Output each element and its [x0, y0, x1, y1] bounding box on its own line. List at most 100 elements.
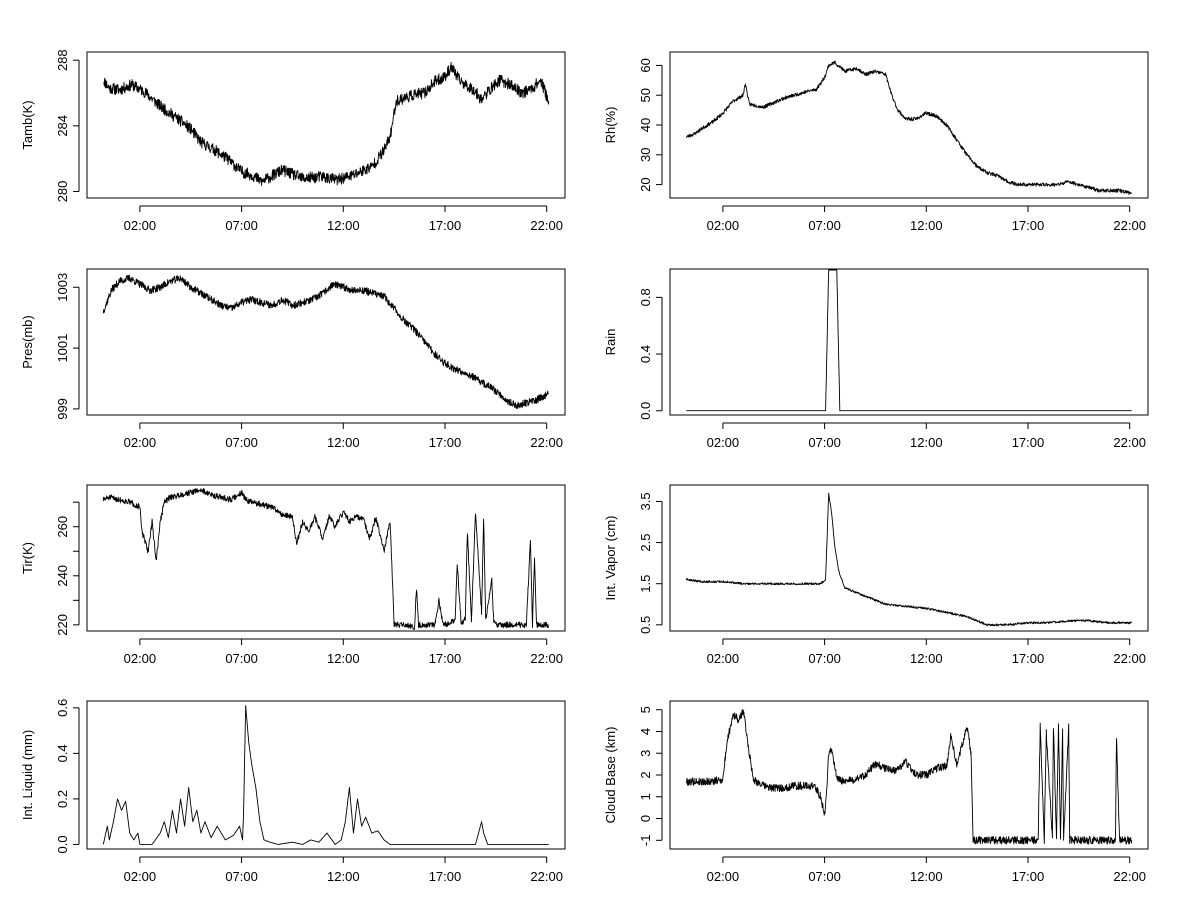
x-tick-label: 22:00	[530, 651, 563, 666]
plot-frame	[669, 268, 1149, 416]
y-axis-label: Int. Vapor (cm)	[603, 515, 618, 600]
series-line-pres	[102, 274, 549, 409]
x-tick-label: 17:00	[1012, 869, 1045, 884]
x-tick-label: 12:00	[910, 651, 943, 666]
series-line-vapor	[685, 492, 1133, 627]
x-tick-label: 17:00	[1012, 651, 1045, 666]
x-tick-label: 07:00	[225, 651, 258, 666]
x-tick-label: 02:00	[124, 651, 157, 666]
x-tick-label: 17:00	[1012, 435, 1045, 450]
series-line-cloud	[685, 709, 1133, 845]
y-tick-label: 5	[638, 706, 653, 713]
y-axis-label: Rain	[603, 329, 618, 356]
y-tick-label: 1	[638, 793, 653, 800]
y-axis-label: Int. Liquid (mm)	[20, 730, 35, 820]
y-tick-label: 0.6	[55, 699, 70, 717]
y-tick-label: 0.5	[638, 616, 653, 634]
y-axis-label: Cloud Base (km)	[603, 727, 618, 824]
y-tick-label: 280	[55, 181, 70, 203]
x-tick-label: 02:00	[707, 651, 740, 666]
x-tick-label: 02:00	[124, 218, 157, 233]
y-tick-label: 220	[55, 614, 70, 636]
y-tick-label: 0.4	[638, 345, 653, 363]
x-tick-label: 22:00	[530, 869, 563, 884]
series-line-rh	[685, 60, 1133, 196]
series-line-liquid	[102, 705, 549, 845]
x-tick-label: 22:00	[1113, 435, 1146, 450]
x-tick-label: 17:00	[429, 869, 462, 884]
x-tick-label: 22:00	[1113, 869, 1146, 884]
y-tick-label: 30	[638, 148, 653, 162]
y-tick-label: 2	[638, 771, 653, 778]
x-tick-label: 02:00	[707, 435, 740, 450]
y-tick-label: 0.0	[638, 402, 653, 420]
x-tick-label: 17:00	[429, 651, 462, 666]
panel-cloud: 02:00 07:00 12:00 17:00 22:00 -1 0 1 2 3 4 5 Cloud B…	[603, 700, 1149, 884]
x-tick-label: 17:00	[429, 435, 462, 450]
y-tick-label: 288	[55, 49, 70, 71]
x-tick-label: 12:00	[910, 869, 943, 884]
panel-rain: 02:00 07:00 12:00 17:00 22:00 0.0 0.4 0.8 Rain	[603, 268, 1149, 450]
y-tick-label: 60	[638, 58, 653, 72]
x-tick-label: 02:00	[707, 218, 740, 233]
x-tick-label: 07:00	[808, 869, 841, 884]
y-axis-label: Rh(%)	[603, 107, 618, 144]
series-line-rain	[686, 269, 1132, 412]
panel-liquid: 02:00 07:00 12:00 17:00 22:00 0.0 0.2 0.4 0.6 Int…	[20, 699, 566, 884]
y-tick-label: 3.5	[638, 492, 653, 510]
y-tick-label: 0.4	[55, 744, 70, 762]
x-tick-label: 02:00	[124, 435, 157, 450]
x-tick-label: 22:00	[530, 435, 563, 450]
y-tick-label: 40	[638, 118, 653, 132]
x-tick-label: 12:00	[327, 218, 360, 233]
x-tick-label: 07:00	[225, 435, 258, 450]
x-tick-label: 07:00	[808, 435, 841, 450]
x-tick-label: 02:00	[124, 869, 157, 884]
plot-frame	[86, 51, 566, 199]
y-tick-label: 0	[638, 815, 653, 822]
y-tick-label: 284	[55, 115, 70, 137]
y-axis-label: Pres(mb)	[20, 315, 35, 368]
x-tick-label: 02:00	[707, 869, 740, 884]
y-tick-label: 0.8	[638, 288, 653, 306]
series-line-tir	[102, 487, 550, 630]
x-tick-label: 12:00	[910, 435, 943, 450]
plot-frame	[86, 268, 566, 416]
x-tick-label: 07:00	[225, 869, 258, 884]
panel-vapor: 02:00 07:00 12:00 17:00 22:00 0.5 1.5 2.5 3.5 Int…	[603, 484, 1149, 666]
panel-rh: 02:00 07:00 12:00 17:00 22:00 20 30 40 50 60 Rh(%)	[603, 51, 1149, 233]
x-tick-label: 17:00	[429, 218, 462, 233]
series-line-tamb	[103, 61, 550, 186]
y-tick-label: 240	[55, 565, 70, 587]
plot-frame	[669, 484, 1149, 632]
x-tick-label: 07:00	[225, 218, 258, 233]
y-tick-label: 20	[638, 177, 653, 191]
y-tick-label: 2.5	[638, 534, 653, 552]
plot-frame	[669, 51, 1149, 199]
y-tick-label: 3	[638, 750, 653, 757]
y-tick-label: 1003	[55, 273, 70, 302]
panel-tir: 02:00 07:00 12:00 17:00 22:00 220 240 260 Tir(K)	[20, 484, 566, 666]
y-tick-label: -1	[638, 835, 653, 847]
y-tick-label: 4	[638, 728, 653, 735]
x-tick-label: 22:00	[1113, 218, 1146, 233]
plot-frame	[669, 700, 1149, 850]
y-axis-label: Tamb(K)	[20, 100, 35, 149]
x-tick-label: 12:00	[327, 651, 360, 666]
y-tick-label: 50	[638, 88, 653, 102]
y-tick-label: 999	[55, 398, 70, 420]
y-tick-label: 260	[55, 516, 70, 538]
plot-frame	[86, 484, 566, 632]
y-axis-label: Tir(K)	[20, 542, 35, 574]
x-tick-label: 12:00	[327, 435, 360, 450]
x-tick-label: 07:00	[808, 651, 841, 666]
x-tick-label: 12:00	[327, 869, 360, 884]
y-tick-label: 0.2	[55, 790, 70, 808]
panel-pres: 02:00 07:00 12:00 17:00 22:00 999 1001 1003 Pres…	[20, 268, 566, 450]
y-tick-label: 1.5	[638, 575, 653, 593]
x-tick-label: 17:00	[1012, 218, 1045, 233]
x-tick-label: 22:00	[530, 218, 563, 233]
y-tick-label: 1001	[55, 334, 70, 363]
x-tick-label: 12:00	[910, 218, 943, 233]
